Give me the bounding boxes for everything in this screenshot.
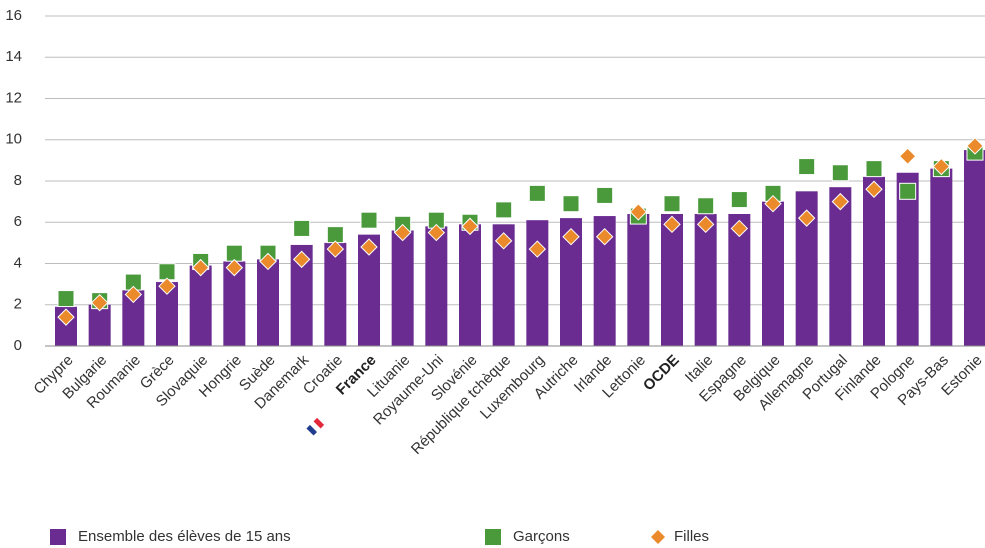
marker-diamond [360,238,378,256]
bar [425,226,448,346]
marker-diamond [292,250,311,269]
marker-diamond [461,217,479,236]
marker-square [57,290,75,308]
y-tick-label: 14 [5,48,22,65]
marker-diamond [595,227,614,246]
legend-label: Garçons [513,528,570,545]
bar [122,290,145,346]
marker-diamond [225,258,244,277]
marker-square [293,219,311,237]
y-tick-label: 4 [14,254,22,271]
bar [795,191,818,346]
marker-diamond [696,215,715,234]
bar [661,214,683,346]
legend-marker [651,530,665,544]
bar [223,261,246,346]
bar [526,220,549,346]
france-flag [306,417,325,436]
marker-square [326,226,344,244]
legend-label: Ensemble des élèves de 15 ans [78,528,291,545]
marker-diamond [562,227,580,246]
bar [189,265,212,346]
marker-diamond [326,240,345,258]
marker-square [225,244,243,262]
bar [156,282,178,346]
y-tick-label: 2 [14,296,22,313]
marker-diamond [797,209,816,227]
legend-label: Filles [674,528,709,545]
x-tick-label: OCDE [640,352,683,395]
bar [358,234,380,346]
marker-diamond [90,293,109,312]
marker-square [528,184,546,202]
marker-square [831,164,849,182]
bar [593,216,616,346]
marker-square [798,158,816,176]
y-tick-label: 0 [14,337,22,354]
marker-square [158,263,176,281]
legend-marker [50,529,66,545]
bar [257,259,279,346]
bar [560,218,582,346]
marker-square [730,191,748,209]
marker-diamond [629,203,648,221]
y-tick-label: 16 [5,7,22,24]
y-tick-label: 10 [5,131,22,148]
marker-diamond [494,232,513,250]
bar [896,172,919,346]
bar [930,168,953,346]
marker-square [596,186,614,204]
bar [728,214,751,346]
marker-square [663,195,681,213]
marker-diamond [932,157,951,176]
marker-diamond [898,147,917,165]
marker-diamond [663,215,681,234]
marker-diamond [831,192,850,211]
bar [290,244,313,346]
marker-diamond [124,285,143,304]
bar [391,230,414,346]
marker-diamond [259,252,277,271]
marker-square [865,160,883,178]
marker-square [697,197,715,215]
marker-diamond [158,277,176,295]
bar [829,187,852,346]
marker-diamond [57,308,75,326]
marker-diamond [966,137,984,155]
marker-diamond [764,194,782,213]
bar [694,214,717,346]
bar [492,224,515,346]
y-tick-label: 12 [5,89,22,106]
bar [964,150,985,346]
marker-square [495,201,513,219]
legend-marker [485,529,501,545]
y-tick-label: 6 [14,213,22,230]
marker-diamond [730,219,749,238]
marker-square [562,195,580,213]
bar [762,201,784,346]
bar [88,304,111,346]
marker-square [899,182,917,200]
bar [863,176,885,346]
bar [627,214,650,346]
marker-diamond [427,223,446,242]
marker-diamond [393,223,412,242]
marker-diamond [865,180,883,198]
marker-diamond [191,258,210,277]
marker-diamond [528,240,547,258]
bar [324,242,347,346]
bar [459,224,481,346]
y-tick-label: 8 [14,172,22,189]
marker-square [360,211,378,229]
